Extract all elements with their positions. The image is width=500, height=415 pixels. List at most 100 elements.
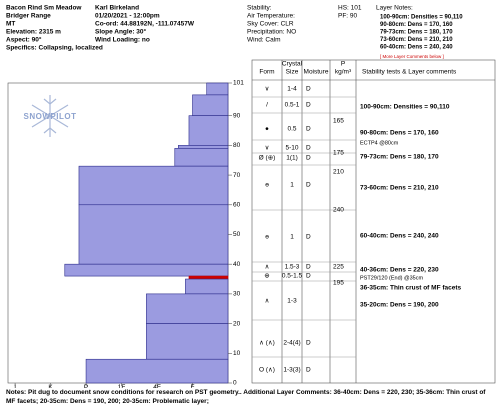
notes: Notes: Pit dug to document snow conditio… [6,389,486,405]
comment: ECTP4 @80cm [360,140,399,146]
size-header: Size [286,69,299,76]
form: ∧ [265,298,270,305]
comments-header: Stability tests & Layer comments [362,69,457,76]
y-tick-label: 90 [233,112,241,119]
comment: 36-35cm: Thin crust of MF facets [360,285,462,292]
hardness-layer [146,293,229,324]
x-tick-label: 4F [153,384,161,388]
y-tick-label: 80 [233,142,241,149]
moisture: D [306,102,311,109]
size: 1 [290,234,294,241]
moisture: D [306,273,311,280]
pit-sheet: Bacon Rind Sm Meadow Bridger Range MT El… [6,5,496,388]
size: 1-3(3) [283,367,300,374]
hs: HS: 101 [338,5,362,12]
density: 165 [333,118,344,125]
moisture: D [306,182,311,189]
moisture: D [306,126,311,133]
pf: PF: 90 [338,13,358,20]
stability: Stability: [247,5,272,12]
size: 0.5-1.5 [282,273,303,280]
size: 0.5-1 [285,102,300,109]
form: ● [265,126,269,133]
datetime: 01/20/2021 - 12:00pm [95,13,160,20]
hardness-layer [178,145,229,149]
comment: 35-20cm: Dens = 190, 200 [360,302,439,309]
form: ∨ [265,86,270,93]
layer-note: 90-80cm: Dens = 170, 160 [380,22,453,28]
specifics: Specifics: Collapsing, localized [6,45,103,52]
observer: Karl Birkeland [95,5,139,12]
size: 1-4 [287,86,297,93]
hardness-layer [78,165,229,206]
state: MT [6,21,15,28]
comment: 79-73cm: Dens = 180, 170 [360,154,439,161]
layer-note: 79-73cm: Dens = 180, 170 [380,30,453,36]
comment: 60-40cm: Dens = 240, 240 [360,233,439,240]
size: 1.5-3 [285,264,300,271]
hardness-layer [188,275,229,280]
p-header: P [341,61,345,68]
y-tick-label: 20 [233,320,241,327]
more-comments: [ More Layer Comments below ] [380,54,444,59]
form-header: Form [259,69,274,76]
size: 1(1) [286,155,298,162]
form: O (∧) [259,367,275,374]
hardness-layer [64,263,229,277]
y-tick-label: 0 [233,380,237,387]
density: 240 [333,207,344,214]
air-temp: Air Temperature: [247,13,295,20]
sky-cover: Sky Cover: CLR [247,21,294,28]
moisture: D [306,155,311,162]
form: / [266,102,268,109]
wind-loading: Wind Loading: no [95,37,150,44]
moisture: D [306,340,311,347]
layer-note: 73-60cm: Dens = 210, 210 [380,37,453,43]
hardness-layer [192,94,229,116]
y-tick-label: 10 [233,350,241,357]
logo [31,95,69,137]
layer-notes-title: Layer Notes: [376,5,413,12]
layer-note: 60-40cm: Dens = 240, 240 [380,45,453,51]
precipitation: Precipitation: NO [247,29,296,36]
x-tick-label: K [48,384,53,388]
form: ɵ [265,182,269,189]
hardness-layer [188,115,229,146]
crystal-header: Crystal [282,61,303,68]
slope: Slope Angle: 30° [95,28,147,36]
hardness-layer [78,204,229,265]
size: 1 [290,182,294,189]
range: Bridger Range [6,13,51,20]
unit-header: kg/m³ [335,69,352,76]
wind: Wind: Calm [247,37,281,44]
hardness-layer [146,323,229,360]
y-tick-label: 101 [233,80,244,87]
y-tick-label: 50 [233,231,241,238]
moisture: D [306,264,311,271]
size: 0.5 [287,126,296,133]
moisture-header: Moisture [304,69,329,76]
y-tick-label: 70 [233,172,241,179]
aspect: Aspect: 90° [6,36,42,44]
form: ∧ [265,264,270,271]
comment: 40-36cm: Dens = 220, 230 [360,267,439,274]
x-tick-label: I [14,384,16,388]
elevation: Elevation: 2315 m [6,29,61,36]
density: 195 [333,280,344,287]
form: ∧ (∧) [259,340,275,347]
hardness-layer [174,148,229,167]
moisture: D [306,145,311,152]
coords: Co-ord: 44.88192N, -111.07457W [95,21,195,28]
moisture: D [306,367,311,374]
density: 210 [333,169,344,176]
size: 2-4(4) [283,340,300,347]
size: 5-10 [285,145,298,152]
moisture: D [306,234,311,241]
form: ɵ [265,234,269,241]
hardness-layer [206,82,229,96]
size: 1-3 [287,298,297,305]
x-tick-label: P [84,384,88,388]
comment: 90-80cm: Dens = 170, 160 [360,130,439,137]
form: ⊕ [264,273,270,280]
